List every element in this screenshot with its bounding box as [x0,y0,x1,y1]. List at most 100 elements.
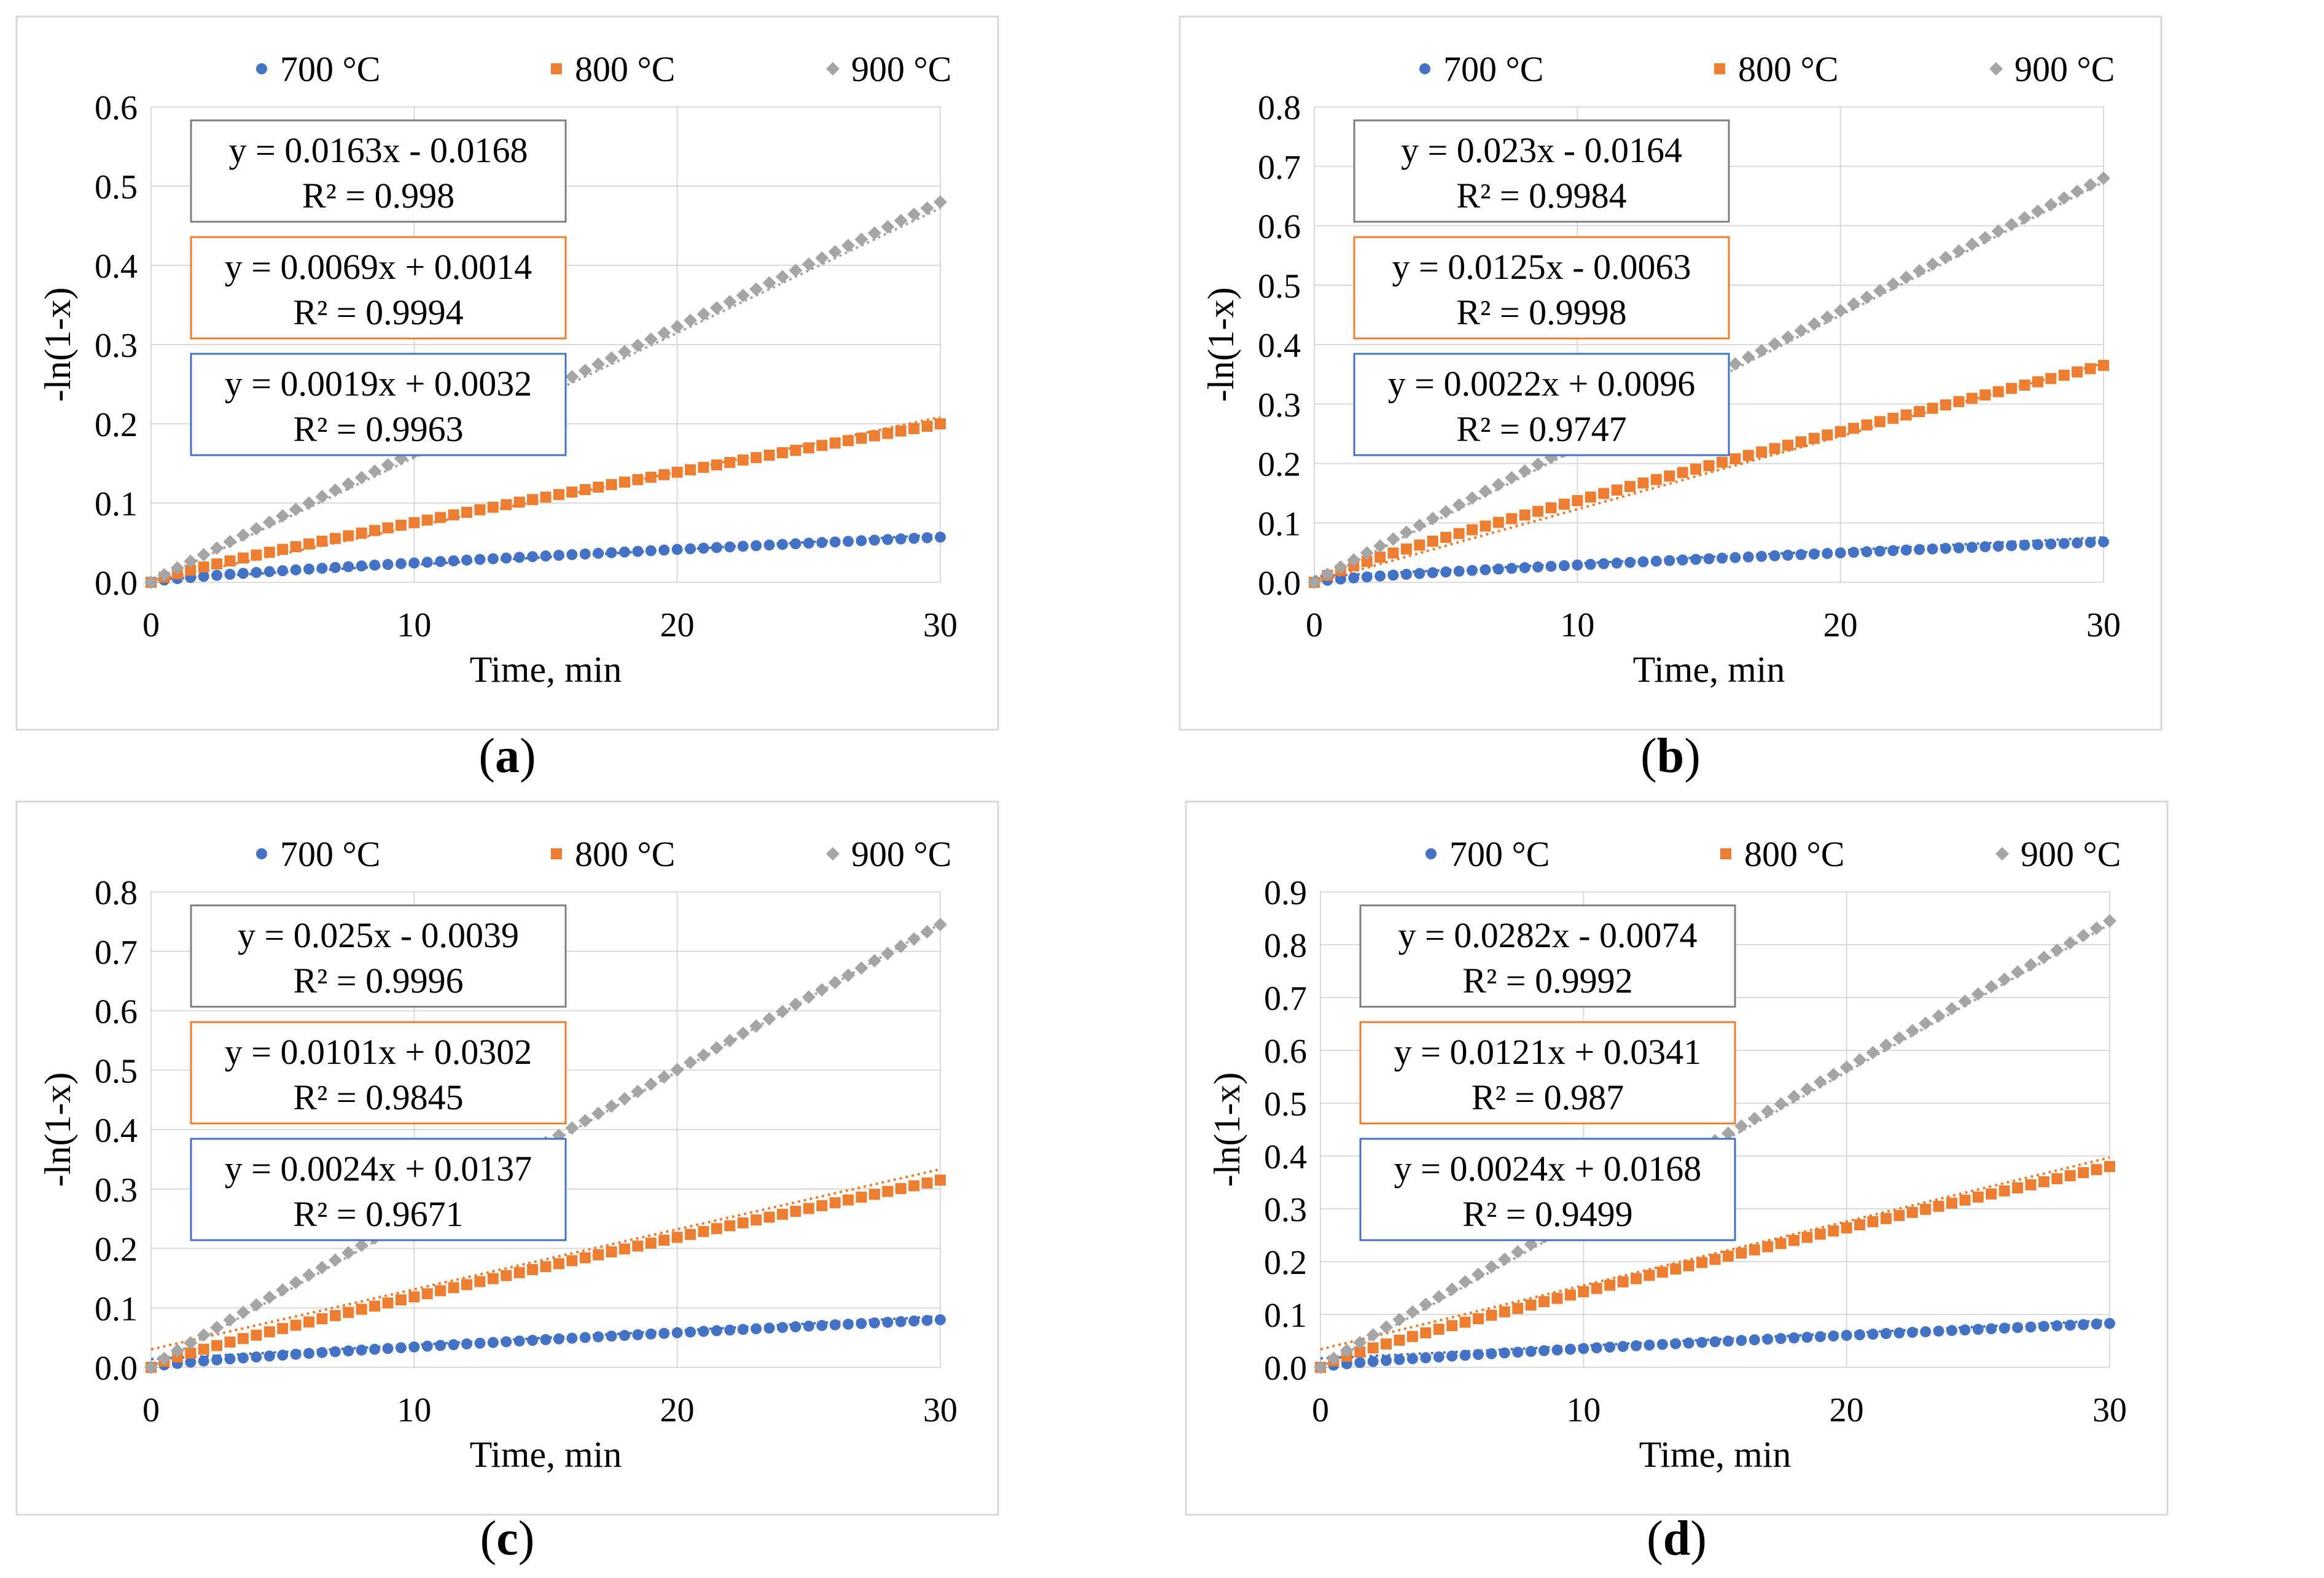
data-point [1453,528,1465,539]
data-point [236,528,250,542]
data-point [881,220,895,234]
data-point [290,564,302,576]
data-point [1381,1338,1392,1350]
data-point [856,535,867,547]
data-point [578,1114,592,1128]
data-point [2078,1167,2089,1179]
chart-panel-a: 0.0 0.1 0.2 0.3 0.4 0.5 0.6 0 10 20 30 Time, min -ln… [15,15,999,731]
data-point [2058,369,2070,381]
data-point [527,494,539,506]
data-point [2032,539,2043,550]
data-point [618,345,631,359]
caption-c-letter: c [496,1512,518,1566]
data-point [540,491,552,503]
data-point [1644,1270,1655,1281]
data-point [1360,546,1374,560]
data-point [566,1332,578,1344]
data-point [448,509,459,521]
data-point [1532,506,1544,517]
equation-box-1 [190,1021,567,1125]
data-point [316,1313,328,1324]
data-point [882,1316,894,1328]
data-point [302,496,316,510]
data-point [579,548,591,560]
data-point [868,1317,880,1329]
data-point [1427,567,1438,579]
data-point [1749,1334,1760,1346]
data-point [1728,357,1742,371]
data-point [170,1343,184,1357]
data-point [907,932,921,946]
data-point [882,1185,894,1197]
data-point [224,1336,236,1348]
data-point [2045,373,2057,385]
data-point [224,568,236,580]
caption-d: (d) [1647,1512,1707,1566]
data-point [513,1335,525,1347]
data-point [921,532,933,544]
chart-d-svg: 0.0 0.1 0.2 0.3 0.4 0.5 0.6 0.7 0.8 0.9 0 10 20 30 Tim… [1185,800,2169,1516]
legend-label-1: 800 °C [575,49,675,89]
data-point [1472,1267,1485,1281]
data-point [684,1055,698,1069]
data-point [1467,564,1478,576]
data-point [1656,1267,1668,1278]
equation-box-1 [1353,236,1730,340]
legend-label-2: 900 °C [851,49,951,89]
data-point [1800,1082,1814,1096]
data-point [895,533,907,545]
data-point [421,1288,433,1300]
data-point [461,1338,472,1350]
data-point [908,533,920,544]
data-point [803,537,814,549]
data-point [1473,1313,1484,1324]
data-point [2025,1179,2037,1190]
data-point [1644,1339,1655,1351]
x-axis-label: Time, min [470,649,622,690]
data-point [2025,1321,2037,1333]
data-point [1361,555,1373,567]
data-point [1892,1031,1906,1045]
x-tick-label-0: 0 [1312,1391,1329,1429]
data-point [1572,559,1583,571]
data-point [1953,542,1965,553]
equation-box-2 [190,119,567,223]
data-point [751,1214,762,1226]
data-point [658,469,670,480]
data-point [604,351,618,365]
data-point [501,552,512,564]
data-point [711,1325,722,1337]
data-point [685,1326,696,1338]
data-point [1400,543,1412,555]
data-point [1604,1342,1616,1353]
data-point [1828,1330,1839,1342]
data-point [448,555,459,566]
y-tick-label-7: 0.7 [1258,149,1301,187]
data-point [1578,1286,1589,1297]
data-point [698,1326,709,1337]
data-point [1677,554,1688,566]
r2-text-2: R² = 0.9984 [1456,176,1626,216]
data-point [593,547,604,559]
data-point [658,1235,670,1246]
data-point [1736,1247,1747,1259]
data-point [1637,556,1649,568]
y-tick-label-1: 0.1 [95,1290,138,1328]
data-point [382,1297,394,1309]
trendline-1 [1320,1156,2110,1351]
data-point [1637,477,1649,489]
data-point [1624,481,1636,493]
data-point [1966,393,1978,404]
data-point [211,569,223,581]
data-point [435,1340,446,1351]
data-point [2019,379,2030,391]
caption-b: (b) [1640,729,1701,783]
equation-box-1 [1359,1021,1736,1125]
data-point [671,544,683,555]
data-point [328,1253,342,1267]
data-point [895,425,907,437]
data-point [1958,994,1972,1009]
data-point [789,998,803,1012]
data-point [1525,1346,1537,1357]
data-point [1959,1324,1971,1336]
